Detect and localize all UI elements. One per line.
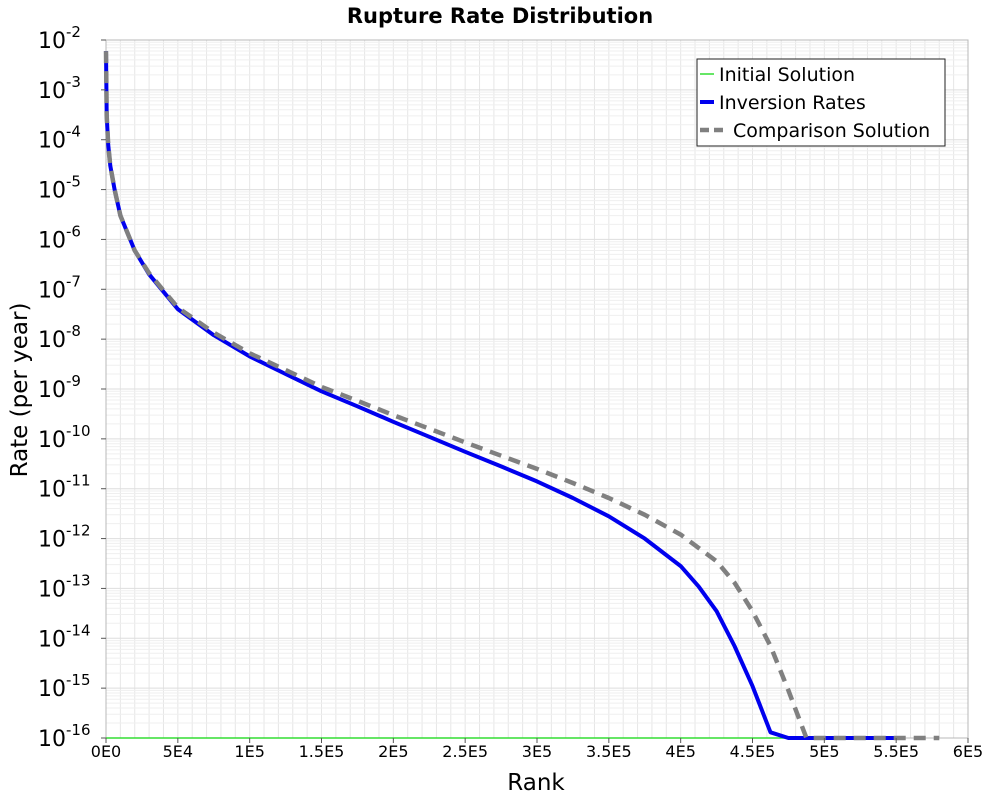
y-tick-label-base: 10: [38, 528, 66, 553]
y-tick-label-exponent: -4: [66, 123, 81, 141]
x-tick-label: 1.5E5: [299, 742, 345, 761]
y-tick-label-base: 10: [38, 328, 66, 353]
x-tick-label: 4E5: [665, 742, 695, 761]
y-axis-label: Rate (per year): [7, 303, 33, 478]
y-tick-label-exponent: -2: [66, 23, 81, 41]
y-tick-label-base: 10: [38, 29, 66, 54]
x-tick-label: 0E0: [91, 742, 121, 761]
y-tick-label-base: 10: [38, 179, 66, 204]
x-tick-label: 4.5E5: [730, 742, 776, 761]
y-tick-label-exponent: -5: [66, 173, 81, 191]
x-tick-label: 2E5: [378, 742, 408, 761]
y-tick-label-base: 10: [38, 378, 66, 403]
y-axis-ticks: 10-210-310-410-510-610-710-810-910 -1010-…: [38, 23, 106, 752]
y-tick-label-exponent: -7: [66, 272, 81, 290]
legend-items: Initial Solution Inversion Rates Compariso…: [700, 64, 930, 142]
y-tick-label-exponent: -11: [66, 472, 91, 490]
y-tick-label-base: 10: [38, 278, 66, 303]
y-tick-label-base: 10: [38, 577, 66, 602]
y-tick-label-base: 10: [38, 677, 66, 702]
y-tick-label-exponent: -9: [66, 372, 81, 390]
x-tick-label: 1E5: [234, 742, 264, 761]
y-tick-label-base: 10: [38, 129, 66, 154]
y-tick-label-exponent: -6: [66, 222, 81, 240]
x-tick-label: 2.5E5: [442, 742, 488, 761]
y-tick-label-exponent: -15: [66, 671, 91, 689]
legend: Initial Solution Inversion Rates Compariso…: [696, 58, 946, 147]
y-tick-label-exponent: -8: [66, 322, 81, 340]
x-tick-label: 3E5: [522, 742, 552, 761]
legend-label-3: Comparison Solution: [733, 120, 930, 142]
y-tick-label-exponent: -16: [66, 721, 91, 739]
legend-box: [696, 58, 946, 147]
legend-label-1: Initial Solution: [719, 64, 855, 86]
x-tick-label: 3.5E5: [586, 742, 632, 761]
y-tick-label-exponent: -3: [66, 73, 81, 91]
legend-label-2: Inversion Rates: [719, 92, 866, 114]
x-tick-label: 5E4: [163, 742, 193, 761]
y-tick-label-base: 10: [38, 478, 66, 503]
series-line-3: [103, 51, 940, 741]
x-axis-ticks: 0E0 5E4 1E5 1.5E5 2E5 2.5E5 3E5 3.5E5 4E5 4.5E5 5E…: [91, 738, 983, 761]
x-tick-label: 5E5: [809, 742, 839, 761]
x-tick-label: 6E5: [953, 742, 983, 761]
y-tick-label-base: 10: [38, 727, 66, 752]
y-tick-label-exponent: -10: [66, 422, 91, 440]
y-tick-label-base: 10: [38, 79, 66, 104]
x-axis-label: Rank: [507, 770, 565, 796]
y-tick-label-base: 10: [38, 627, 66, 652]
chart-title: Rupture Rate Distribution: [347, 4, 653, 28]
series-line-2: [104, 51, 897, 740]
y-tick-label-base: 10: [38, 228, 66, 253]
series-layer: [103, 51, 940, 741]
y-tick-label-exponent: -13: [66, 571, 91, 589]
y-tick-label-exponent: -14: [66, 621, 91, 639]
y-tick-label-base: 10: [38, 428, 66, 453]
y-tick-label-exponent: -12: [66, 522, 91, 540]
x-tick-label: 5.5E5: [873, 742, 919, 761]
